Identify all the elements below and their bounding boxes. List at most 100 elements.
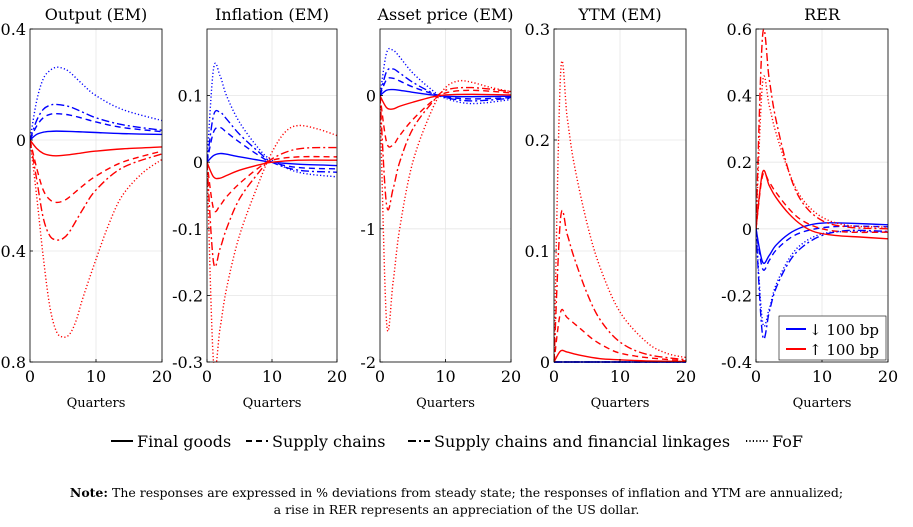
y-tick-label: 0.3: [525, 20, 550, 39]
series-line-down100-supply-chains: [380, 77, 511, 100]
legend-label-supply-chains-and-financial-linkages: Supply chains and financial linkages: [434, 432, 730, 451]
rer-legend: ↓ 100 bp ↑ 100 bp: [778, 315, 887, 361]
series-line-down100-final-goods: [380, 88, 511, 98]
scenario-legend: Final goods Supply chains Supply chains an…: [111, 432, 803, 451]
series-line-down100-supply-chains: [207, 126, 337, 170]
series-line-down100-supply-chains: [30, 112, 162, 141]
legend-label-supply-chains: Supply chains: [272, 432, 385, 451]
y-tick-label: 0.1: [178, 87, 203, 106]
series-line-up100-supply-chains: [756, 172, 888, 234]
series-group: [30, 66, 162, 338]
y-tick-label: 0: [742, 220, 752, 239]
x-tick-label: 10: [812, 367, 832, 386]
y-tick-label: -0.1: [172, 220, 203, 239]
x-tick-label: 0: [375, 367, 385, 386]
x-axis-label: Quarters: [793, 396, 852, 411]
panel-title: Asset price (EM): [376, 5, 513, 24]
x-tick-label: 10: [262, 367, 282, 386]
series-line-up100-supply-chains-and-financial-linkages: [554, 209, 686, 363]
series-line-down100-final-goods: [30, 130, 162, 141]
x-tick-label: 0: [25, 367, 35, 386]
y-tick-label: 0: [540, 353, 550, 372]
y-tick-label: -1: [360, 220, 376, 239]
series-line-down100-supply-chains-and-financial-linkages: [30, 103, 162, 141]
series-line-up100-final-goods: [756, 169, 888, 240]
series-group: [380, 47, 511, 332]
panel-title: Output (EM): [45, 5, 147, 24]
series-line-down100-supply-chains-and-financial-linkages: [756, 228, 888, 340]
series-line-up100-supply-chains: [554, 308, 686, 363]
series-line-up100-final-goods: [380, 93, 511, 110]
series-line-up100-fof: [756, 75, 888, 229]
series-line-up100-final-goods: [30, 139, 162, 157]
series-line-up100-supply-chains: [207, 155, 337, 213]
y-tick-label: 0.4: [727, 87, 752, 106]
x-tick-label: 10: [610, 367, 630, 386]
y-tick-label: 0: [16, 131, 26, 150]
panel-rer: 0 10 20 -0.4 -0.2 0 0.2 0.4 0.6 RER Quarters ↓ 100 …: [721, 5, 898, 411]
series-line-up100-final-goods: [554, 349, 686, 363]
y-tick-label: 0.2: [727, 153, 752, 172]
legend-box: [778, 315, 887, 361]
note-line-2: a rise in RER represents an appreciation…: [273, 502, 640, 517]
series-line-down100-final-goods: [207, 152, 337, 167]
x-tick-label: 10: [86, 367, 106, 386]
y-tick-label: 0.6: [727, 20, 752, 39]
y-tick-label: -2: [360, 353, 376, 372]
y-tick-label: 0.1: [525, 242, 550, 261]
x-tick-label: 20: [676, 367, 696, 386]
panel-title: RER: [804, 5, 841, 24]
x-axis-label: Quarters: [243, 396, 302, 411]
note-text-1: The responses are expressed in % deviati…: [111, 485, 844, 500]
figure-note: Note: The responses are expressed in % d…: [0, 484, 913, 518]
y-tick-label: 0.2: [525, 131, 550, 150]
series-line-down100-supply-chains: [756, 225, 888, 271]
series-line-up100-supply-chains-and-financial-linkages: [756, 28, 888, 230]
series-group: [207, 62, 337, 363]
legend-label-final-goods: Final goods: [137, 432, 231, 451]
x-tick-label: 20: [501, 367, 521, 386]
x-axis-label: Quarters: [416, 396, 475, 411]
legend-label: ↑ 100 bp: [809, 341, 879, 359]
x-tick-label: 20: [152, 367, 172, 386]
series-line-down100-supply-chains-and-financial-linkages: [380, 67, 511, 102]
series-line-up100-supply-chains: [30, 139, 162, 204]
x-tick-label: 20: [327, 367, 347, 386]
y-tick-label: -0.2: [172, 286, 203, 305]
series-line-up100-supply-chains-and-financial-linkages: [30, 139, 162, 241]
series-line-down100-fof: [207, 62, 337, 178]
note-line-1: Note: The responses are expressed in % d…: [0, 484, 913, 501]
y-tick-label: -0.3: [172, 353, 203, 372]
series-line-up100-supply-chains: [380, 89, 511, 148]
series-line-down100-final-goods: [756, 222, 888, 265]
series-line-up100-fof: [207, 124, 337, 363]
x-axis-label: Quarters: [591, 396, 650, 411]
series-line-down100-fof: [380, 47, 511, 105]
series-line-up100-supply-chains-and-financial-linkages: [380, 86, 511, 211]
x-tick-label: 0: [549, 367, 559, 386]
series-line-up100-final-goods: [207, 159, 337, 180]
x-tick-label: 10: [435, 367, 455, 386]
series-line-up100-supply-chains-and-financial-linkages: [207, 146, 337, 268]
legend-label-fof: FoF: [772, 432, 803, 451]
series-line-down100-supply-chains-and-financial-linkages: [207, 109, 337, 173]
panel-asset-price-em: 0 10 20 -2 -1 0 Asset price (EM) Quarters: [360, 5, 521, 411]
x-tick-label: 0: [751, 367, 761, 386]
series-line-down100-fof: [756, 228, 888, 328]
y-tick-label: -0.4: [0, 242, 26, 261]
panel-output-em: 0 10 20 -0.8 -0.4 0 0.4 Output (EM) Quarters: [0, 5, 172, 411]
panel-title: YTM (EM): [577, 5, 661, 24]
y-tick-label: -0.4: [721, 353, 752, 372]
note-label: Note:: [69, 485, 108, 500]
x-tick-label: 20: [878, 367, 898, 386]
y-tick-label: -0.2: [721, 286, 752, 305]
legend-label: ↓ 100 bp: [809, 321, 879, 339]
y-tick-label: 0: [366, 87, 376, 106]
panel-inflation-em: 0 10 20 -0.3 -0.2 -0.1 0 0.1 Inflation (EM) Quart…: [172, 5, 347, 411]
y-tick-label: -0.8: [0, 353, 26, 372]
panel-title: Inflation (EM): [215, 5, 329, 24]
x-tick-label: 0: [202, 367, 212, 386]
series-group: [756, 28, 888, 340]
y-tick-label: 0: [193, 153, 203, 172]
